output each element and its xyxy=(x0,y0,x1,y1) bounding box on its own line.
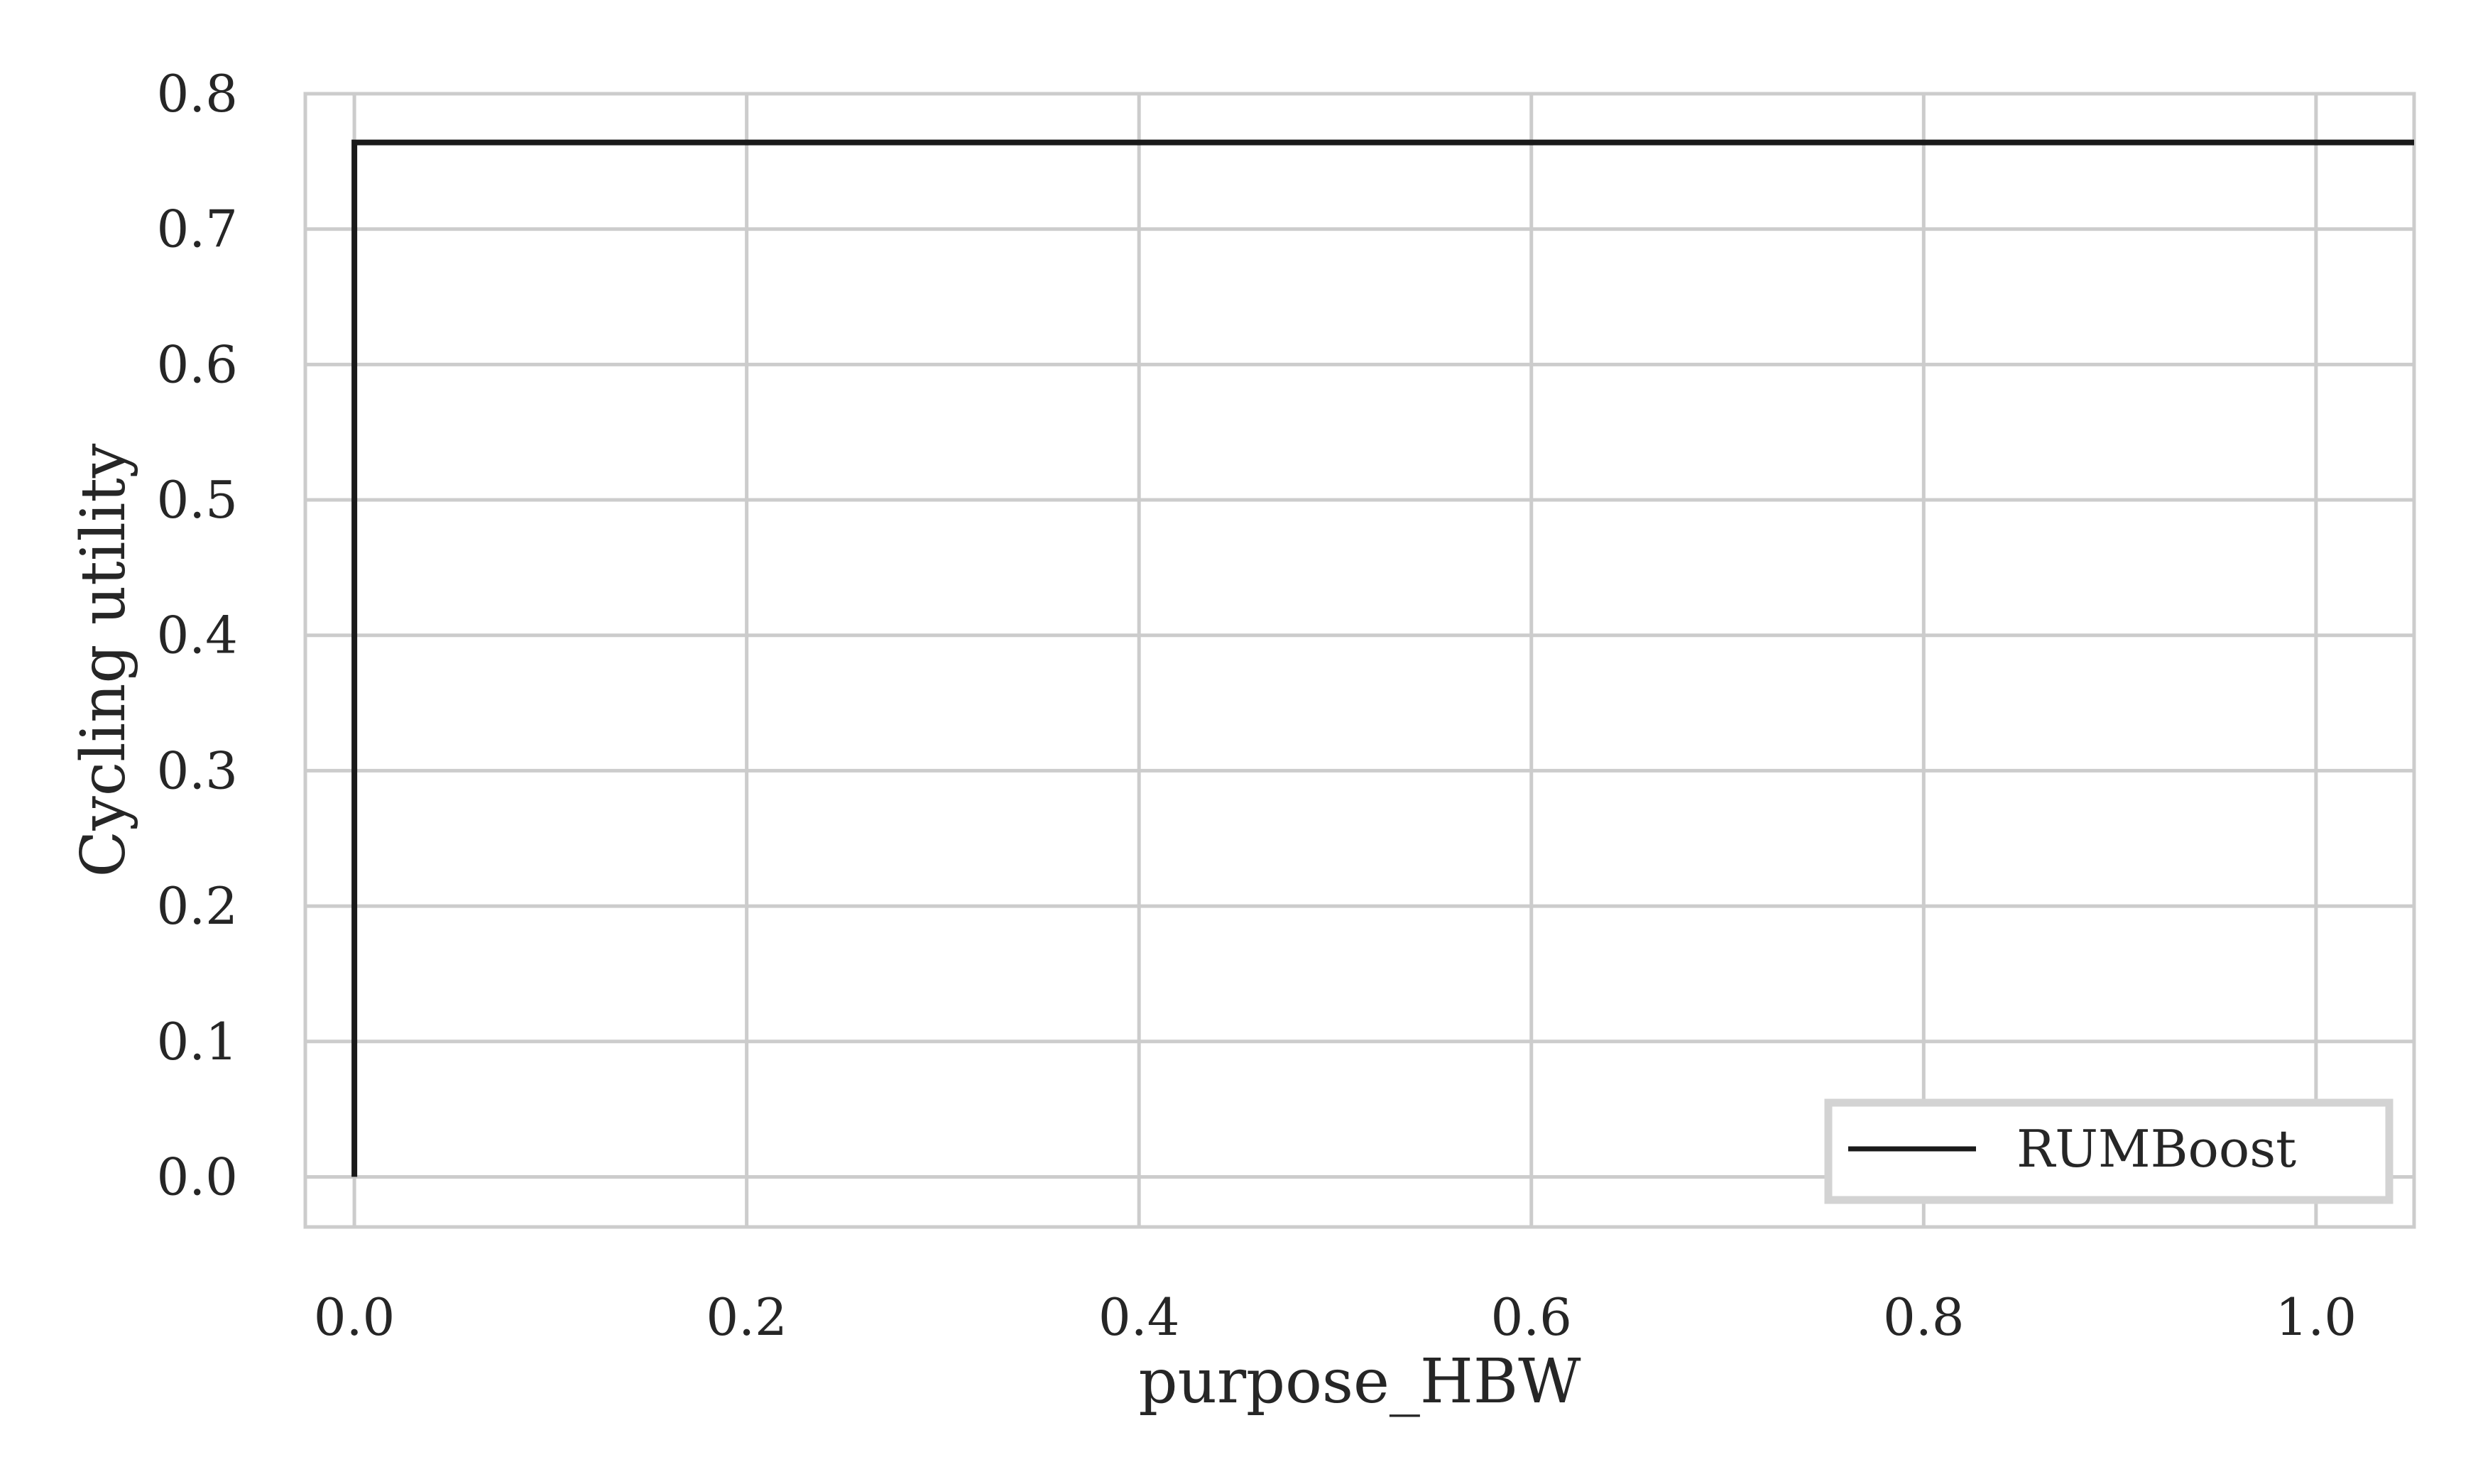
legend-label-rumboost: RUMBoost xyxy=(2016,1119,2296,1179)
y-tick-labels: 0.0 0.1 0.2 0.3 0.4 0.5 0.6 0.7 0.8 xyxy=(156,64,238,1206)
series-line-rumboost xyxy=(351,139,2414,1177)
y-tick-label-2: 0.2 xyxy=(156,876,238,936)
series-layer xyxy=(351,139,2414,1177)
y-tick-label-5: 0.5 xyxy=(156,470,238,530)
x-tick-label-0: 0.0 xyxy=(314,1287,395,1347)
x-tick-label-3: 0.6 xyxy=(1490,1287,1572,1347)
grid-lines xyxy=(305,92,2414,1227)
legend: RUMBoost xyxy=(1824,1098,2394,1204)
y-tick-label-1: 0.1 xyxy=(156,1012,238,1071)
y-axis-label: Cycling utility xyxy=(68,443,139,877)
x-axis-label: purpose_HBW xyxy=(1139,1346,1582,1417)
y-tick-label-0: 0.0 xyxy=(156,1147,238,1206)
x-tick-label-2: 0.4 xyxy=(1098,1287,1180,1347)
x-tick-labels: 0.0 0.2 0.4 0.6 0.8 1.0 xyxy=(314,1287,2357,1347)
y-tick-label-4: 0.4 xyxy=(156,606,238,665)
y-tick-label-8: 0.8 xyxy=(156,64,238,124)
x-tick-label-1: 0.2 xyxy=(706,1287,787,1347)
plot-frame xyxy=(303,92,2416,1229)
y-tick-label-3: 0.3 xyxy=(156,741,238,800)
y-tick-label-7: 0.7 xyxy=(156,200,238,259)
y-tick-label-6: 0.6 xyxy=(156,334,238,394)
x-tick-label-4: 0.8 xyxy=(1883,1287,1965,1347)
x-tick-label-5: 1.0 xyxy=(2276,1287,2357,1347)
